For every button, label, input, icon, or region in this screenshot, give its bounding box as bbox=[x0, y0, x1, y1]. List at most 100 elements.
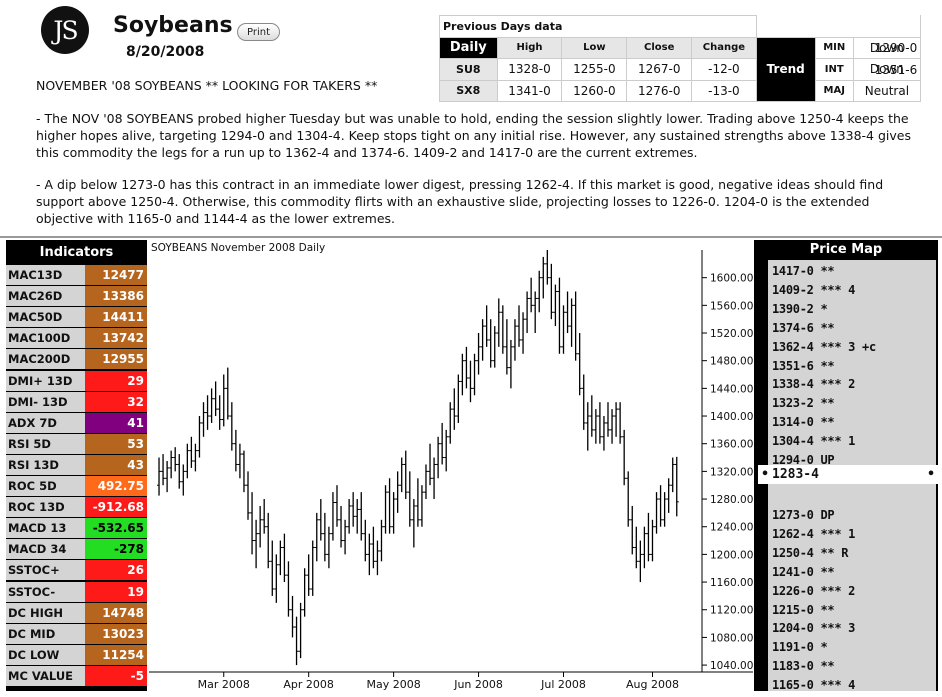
indicator-label: MC VALUE bbox=[6, 665, 85, 686]
ohlc-bar bbox=[419, 485, 424, 527]
indicator-value: 29 bbox=[85, 370, 147, 391]
indicator-value: -278 bbox=[85, 539, 147, 560]
trend-int-value: 1351-6 bbox=[874, 63, 918, 77]
logo-text: JS bbox=[53, 15, 78, 45]
ohlc-bar bbox=[189, 436, 194, 468]
ohlc-bar bbox=[375, 540, 380, 576]
ohlc-bar bbox=[630, 505, 635, 555]
y-tick-label: 1160.00 bbox=[710, 577, 753, 589]
price-map-item: 1362-4 *** 3 +c bbox=[772, 339, 876, 354]
indicators-panel: Indicators MAC13D 12477 MAC26D 13386 MAC50D 1… bbox=[6, 240, 147, 691]
y-tick-label: 1320.00 bbox=[710, 466, 753, 478]
ohlc-bar bbox=[185, 443, 190, 479]
indicator-value: 13023 bbox=[85, 623, 147, 644]
ohlc-bar bbox=[294, 616, 299, 666]
ohlc-bar bbox=[428, 443, 433, 486]
indicator-row: MACD 13 -532.65 bbox=[6, 518, 147, 539]
ohlc-chart-svg: SOYBEANS November 2008 Daily 1040.00 1080… bbox=[149, 240, 753, 691]
ohlc-bar bbox=[177, 454, 182, 489]
ohlc-bar bbox=[589, 395, 594, 437]
ohlc-bar bbox=[533, 291, 538, 334]
ohlc-bar bbox=[278, 540, 283, 576]
indicator-value: 14411 bbox=[85, 307, 147, 328]
ohlc-bar bbox=[322, 512, 327, 562]
indicator-label: ADX 7D bbox=[6, 412, 85, 433]
indicator-row: MACD 34 -278 bbox=[6, 539, 147, 560]
ohlc-bar bbox=[326, 526, 331, 569]
cell-change: -13-0 bbox=[691, 79, 757, 102]
indicator-value: 41 bbox=[85, 412, 147, 433]
indicator-label: DC HIGH bbox=[6, 602, 85, 623]
indicator-value: 12477 bbox=[85, 265, 147, 286]
ohlc-bar bbox=[217, 395, 222, 430]
indicator-value: 12955 bbox=[85, 349, 147, 370]
ohlc-bar bbox=[339, 505, 344, 548]
indicator-label: RSI 13D bbox=[6, 454, 85, 475]
x-tick-label: Jul 2008 bbox=[540, 678, 586, 691]
y-tick-label: 1200.00 bbox=[710, 549, 753, 561]
indicator-label: SSTOC+ bbox=[6, 560, 85, 581]
ohlc-bar bbox=[391, 492, 396, 534]
indicator-value: 13386 bbox=[85, 286, 147, 307]
indicator-label: DMI- 13D bbox=[6, 391, 85, 412]
price-map-item: 1374-6 ** bbox=[772, 320, 835, 335]
cell-high: 1328-0 bbox=[496, 58, 563, 81]
section-divider bbox=[0, 236, 942, 238]
price-map-item: 1417-0 ** bbox=[772, 264, 835, 278]
trend-maj-dir: Neutral bbox=[852, 79, 922, 102]
ohlc-bar bbox=[666, 478, 671, 513]
indicators-title: Indicators bbox=[39, 245, 114, 260]
ohlc-bar bbox=[201, 402, 206, 437]
col-header-close: Close bbox=[626, 36, 693, 59]
indicator-row: DC MID 13023 bbox=[6, 623, 147, 644]
ohlc-bar bbox=[468, 360, 473, 403]
ohlc-bar bbox=[484, 305, 489, 347]
y-tick-label: 1240.00 bbox=[710, 522, 753, 534]
trend-min-label: MIN bbox=[814, 36, 854, 59]
indicator-label: ROC 5D bbox=[6, 476, 85, 497]
ohlc-bar bbox=[334, 485, 339, 527]
indicator-label: MACD 34 bbox=[6, 539, 85, 560]
indicator-value: 492.75 bbox=[85, 476, 147, 497]
ohlc-bar bbox=[549, 263, 554, 320]
price-map-item: 1191-0 * bbox=[772, 640, 828, 655]
ohlc-bar bbox=[448, 402, 453, 444]
indicator-value: 13742 bbox=[85, 328, 147, 349]
ohlc-bar bbox=[541, 256, 546, 299]
ohlc-bar bbox=[432, 457, 437, 500]
ohlc-bar bbox=[496, 298, 501, 347]
ohlc-bar bbox=[557, 277, 562, 354]
ohlc-bar bbox=[213, 381, 218, 417]
ohlc-bar bbox=[472, 353, 477, 396]
chart-background bbox=[149, 240, 753, 691]
ohlc-bar bbox=[545, 250, 550, 285]
indicator-value: 53 bbox=[85, 433, 147, 454]
ohlc-bar bbox=[205, 395, 210, 430]
ohlc-bar bbox=[290, 595, 295, 638]
ohlc-bar bbox=[537, 270, 542, 313]
ohlc-bar bbox=[573, 291, 578, 361]
ohlc-bar bbox=[423, 464, 428, 500]
ohlc-bar bbox=[521, 312, 526, 354]
ohlc-bar bbox=[444, 429, 449, 472]
ohlc-bar bbox=[169, 450, 174, 479]
x-tick-label: Apr 2008 bbox=[283, 678, 334, 691]
ohlc-bar bbox=[529, 277, 534, 313]
ohlc-bar bbox=[605, 402, 610, 437]
y-tick-label: 1120.00 bbox=[710, 605, 753, 617]
ohlc-bar bbox=[250, 492, 255, 555]
print-button[interactable]: Print bbox=[237, 23, 280, 41]
indicator-label: DMI+ 13D bbox=[6, 370, 85, 391]
ohlc-bar bbox=[302, 568, 307, 617]
ohlc-bar bbox=[464, 346, 469, 389]
x-tick-label: Mar 2008 bbox=[198, 678, 250, 691]
ohlc-bar bbox=[233, 429, 238, 472]
ohlc-bar bbox=[565, 291, 570, 334]
ohlc-bar bbox=[610, 409, 615, 444]
indicator-label: MAC13D bbox=[6, 265, 85, 286]
ohlc-bar bbox=[456, 374, 461, 423]
indicator-row: ROC 5D 492.75 bbox=[6, 476, 147, 497]
indicator-value: 19 bbox=[85, 581, 147, 602]
ohlc-bar bbox=[221, 374, 226, 427]
chart-title: SOYBEANS November 2008 Daily bbox=[151, 242, 325, 254]
